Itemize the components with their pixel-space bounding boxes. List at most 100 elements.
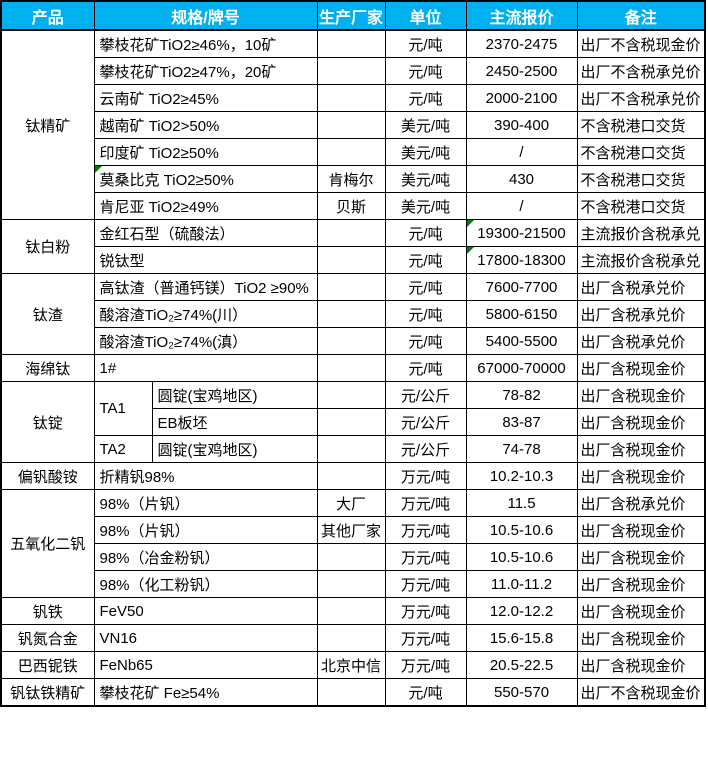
spec-text: 莫桑比克 TiO2≥50% (99, 171, 234, 189)
table-row: 莫桑比克 TiO2≥50% 肯梅尔 美元/吨 430 不含税港口交货 (1, 165, 706, 193)
product-cell: 海绵钛 (0, 354, 95, 382)
note-cell: 出厂含税现金价 (576, 435, 706, 463)
table-row: 钛渣 高钛渣（普通钙镁）TiO2 ≥90% 元/吨 7600-7700 出厂含税… (0, 273, 706, 355)
vendor-cell (316, 381, 386, 409)
price-cell: 67000-70000 (465, 354, 578, 382)
spec-cell: 折精钒98% (93, 462, 318, 490)
table-row: 酸溶渣TiO₂≥74%(滇） 元/吨 5400-5500 出厂含税承兑价 (1, 327, 706, 355)
table-row: 钒氮合金 VN16 万元/吨 15.6-15.8 出厂含税现金价 (0, 624, 706, 652)
note-cell: 不含税港口交货 (576, 165, 706, 193)
spec-cell: EB板坯 (151, 408, 318, 436)
vendor-cell (316, 246, 386, 274)
unit-cell: 万元/吨 (384, 597, 467, 625)
table-row: 五氧化二钒 98%（片钒） 大厂 万元/吨 11.5 出厂含税承兑价 (0, 489, 706, 598)
note-cell: 出厂不含税现金价 (576, 678, 706, 707)
header-price: 主流报价 (465, 0, 578, 31)
note-cell: 出厂含税现金价 (576, 651, 706, 679)
spec-cell: 印度矿 TiO2≥50% (93, 138, 318, 166)
price-text: 19300-21500 (477, 224, 566, 242)
spec-cell: 锐钛型 (93, 246, 318, 274)
table-row: 海绵钛 1# 元/吨 67000-70000 出厂含税现金价 (0, 354, 706, 382)
vendor-cell: 其他厂家 (316, 516, 386, 544)
product-cell: 巴西铌铁 (0, 651, 95, 679)
spec-cell: 越南矿 TiO2>50% (93, 111, 318, 139)
table-row: 98%（化工粉钒） 万元/吨 11.0-11.2 出厂含税现金价 (1, 570, 706, 598)
price-cell: 10.2-10.3 (465, 462, 578, 490)
vendor-cell (316, 435, 386, 463)
price-cell: 550-570 (465, 678, 578, 707)
note-cell: 出厂含税承兑价 (576, 300, 706, 328)
unit-cell: 元/吨 (384, 219, 467, 247)
header-row: 产品 规格/牌号 生产厂家 单位 主流报价 备注 (0, 0, 706, 31)
spec-cell: 莫桑比克 TiO2≥50% (93, 165, 318, 193)
vendor-cell (316, 408, 386, 436)
unit-cell: 元/吨 (384, 354, 467, 382)
table-row: 越南矿 TiO2>50% 美元/吨 390-400 不含税港口交货 (1, 111, 706, 139)
price-cell: 7600-7700 (465, 273, 578, 301)
price-cell: 430 (465, 165, 578, 193)
header-vendor: 生产厂家 (316, 0, 386, 31)
price-cell: 11.0-11.2 (465, 570, 578, 598)
vendor-cell (316, 57, 386, 85)
note-cell: 出厂含税承兑价 (576, 273, 706, 301)
product-cell: 钛白粉 (0, 219, 95, 274)
table-row: 肯尼亚 TiO2≥49% 贝斯 美元/吨 / 不含税港口交货 (1, 192, 706, 220)
product-cell: 五氧化二钒 (0, 489, 95, 598)
unit-cell: 美元/吨 (384, 111, 467, 139)
spec-cell: 98%（片钒） (93, 489, 318, 517)
spec-cell: 酸溶渣TiO₂≥74%(川） (93, 300, 318, 328)
spec-cell: 云南矿 TiO2≥45% (93, 84, 318, 112)
product-cell: 钒钛铁精矿 (0, 678, 95, 707)
unit-cell: 美元/吨 (384, 192, 467, 220)
spec-cell: 酸溶渣TiO₂≥74%(滇） (93, 327, 318, 355)
vendor-cell (316, 624, 386, 652)
note-cell: 出厂含税现金价 (576, 381, 706, 409)
note-cell: 出厂不含税现金价 (576, 29, 706, 58)
table-row: 钒钛铁精矿 攀枝花矿 Fe≥54% 元/吨 550-570 出厂不含税现金价 (0, 678, 706, 707)
note-cell: 出厂含税现金价 (576, 408, 706, 436)
product-cell: 钒氮合金 (0, 624, 95, 652)
unit-cell: 元/公斤 (384, 381, 467, 409)
vendor-cell (316, 570, 386, 598)
unit-cell: 元/吨 (384, 84, 467, 112)
spec-cell: 圆锭(宝鸡地区) (151, 381, 318, 409)
unit-cell: 元/吨 (384, 300, 467, 328)
note-cell: 主流报价含税承兑 (576, 246, 706, 274)
note-cell: 不含税港口交货 (576, 192, 706, 220)
table-row: 钒铁 FeV50 万元/吨 12.0-12.2 出厂含税现金价 (0, 597, 706, 625)
table-row: 酸溶渣TiO₂≥74%(川） 元/吨 5800-6150 出厂含税承兑价 (1, 300, 706, 328)
spec-cell: 金红石型（硫酸法） (93, 219, 318, 247)
vendor-cell (316, 300, 386, 328)
error-indicator-icon (467, 247, 474, 254)
grade-cell: TA1 (93, 381, 153, 436)
table-row: 钛锭 TA1 圆锭(宝鸡地区) 元/公斤 78-82 出厂含税现金价 (0, 381, 706, 463)
unit-cell: 万元/吨 (384, 624, 467, 652)
product-cell: 钛锭 (0, 381, 95, 463)
product-cell: 钛渣 (0, 273, 95, 355)
vendor-cell (316, 678, 386, 707)
price-cell: 15.6-15.8 (465, 624, 578, 652)
table-row: 98%（冶金粉钒） 万元/吨 10.5-10.6 出厂含税现金价 (1, 543, 706, 571)
unit-cell: 万元/吨 (384, 570, 467, 598)
product-cell: 钛精矿 (0, 29, 95, 220)
product-cell: 偏钒酸铵 (0, 462, 95, 490)
error-indicator-icon (95, 166, 102, 173)
price-cell: 78-82 (465, 381, 578, 409)
price-cell: 10.5-10.6 (465, 516, 578, 544)
note-cell: 出厂含税现金价 (576, 543, 706, 571)
vendor-cell (316, 219, 386, 247)
spec-cell: 98%（片钒） (93, 516, 318, 544)
vendor-cell (316, 273, 386, 301)
vendor-cell: 北京中信 (316, 651, 386, 679)
price-cell: 10.5-10.6 (465, 543, 578, 571)
unit-cell: 元/吨 (384, 57, 467, 85)
unit-cell: 万元/吨 (384, 516, 467, 544)
unit-cell: 万元/吨 (384, 651, 467, 679)
spec-cell: 圆锭(宝鸡地区) (151, 435, 318, 463)
price-cell: 74-78 (465, 435, 578, 463)
price-cell: 5400-5500 (465, 327, 578, 355)
price-cell: 19300-21500 (465, 219, 578, 247)
price-cell: / (465, 138, 578, 166)
unit-cell: 万元/吨 (384, 489, 467, 517)
note-cell: 出厂不含税承兑价 (576, 57, 706, 85)
